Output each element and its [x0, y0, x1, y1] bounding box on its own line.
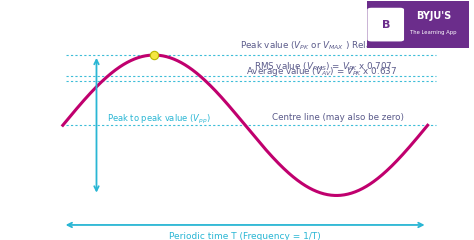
- Text: B: B: [382, 20, 390, 30]
- Text: Peak to peak value ($V_{pp}$): Peak to peak value ($V_{pp}$): [107, 113, 211, 126]
- Text: Periodic time T (Frequency = 1/T): Periodic time T (Frequency = 1/T): [169, 232, 321, 240]
- Text: The Learning App: The Learning App: [410, 30, 457, 35]
- Text: Centre line (may also be zero): Centre line (may also be zero): [272, 114, 404, 122]
- FancyBboxPatch shape: [367, 1, 469, 48]
- Text: Average value ($V_{AV}$) = $V_{PK}$ x 0.637: Average value ($V_{AV}$) = $V_{PK}$ x 0.…: [246, 66, 397, 78]
- Text: Peak value ($V_{PK}$ or $V_{MAX}$ ) Relative to zero: Peak value ($V_{PK}$ or $V_{MAX}$ ) Rela…: [240, 39, 422, 52]
- Text: RMS value ($V_{RMS}$) = $V_{PK}$ x 0.707: RMS value ($V_{RMS}$) = $V_{PK}$ x 0.707: [255, 60, 393, 73]
- FancyBboxPatch shape: [367, 8, 404, 42]
- Text: BYJU'S: BYJU'S: [416, 11, 451, 21]
